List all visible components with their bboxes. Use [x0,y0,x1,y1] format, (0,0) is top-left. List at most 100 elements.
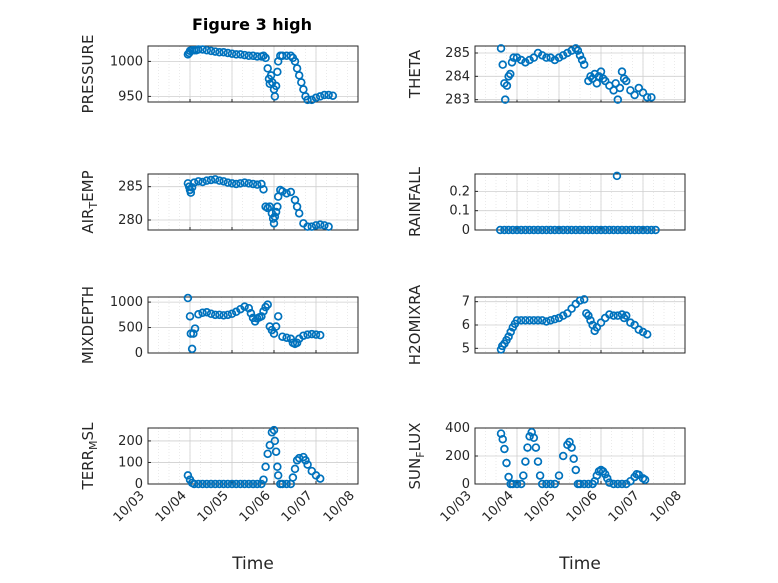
data-point [529,225,539,235]
data-point [550,55,560,65]
data-point [259,185,268,194]
data-point [311,330,321,339]
data-point [185,312,195,321]
data-point [273,312,283,321]
data-point [573,46,583,55]
data-point [202,45,212,55]
data-point [592,471,602,480]
data-point [257,479,266,489]
data-point [227,179,237,188]
y-axis-label: H2OMIXRA [406,284,424,365]
data-point [600,76,610,86]
data-point [286,187,296,197]
data-point [315,474,325,483]
data-point [512,479,522,489]
data-point [600,469,610,479]
data-point [320,90,329,100]
data-point [315,220,325,229]
x-tick-label: 10/07 [606,488,643,525]
data-point [263,64,272,73]
data-point [307,329,317,339]
data-point [592,225,602,235]
data-point [194,310,203,319]
data-point [554,225,564,235]
data-point [307,95,317,105]
data-point [315,92,325,101]
data-point [271,81,281,91]
data-point [183,293,193,303]
data-point [563,309,572,318]
data-point [187,344,197,354]
data-point [244,479,254,489]
x-tick-label: 10/03 [438,488,475,525]
data-point [533,457,543,466]
data-point [215,48,224,57]
data-point [516,55,526,65]
data-point [525,55,534,65]
data-point [546,53,555,62]
figure-title: Figure 3 high [192,15,312,34]
x-tick-label: 10/08 [321,488,358,525]
subplot-2: 283 284 285 THETA [406,44,686,108]
data-point [584,311,593,320]
subplot-5: 0 500 1000 MIXDEPTH [79,286,359,364]
data-point [516,316,526,325]
data-point [183,471,193,480]
data-point [231,179,241,189]
data-point [542,317,551,326]
data-point [605,478,614,487]
data-point [617,67,627,76]
x-axis-label: Time [231,554,274,574]
data-point [558,51,568,60]
data-point [609,311,618,320]
data-point [198,308,207,318]
y-tick-label: 7 [462,295,470,310]
data-point [529,53,539,62]
data-point [307,466,317,476]
data-point [186,188,196,197]
y-tick-label: 0 [135,477,143,492]
data-point [617,479,627,489]
data-point [558,311,568,320]
data-point [259,307,268,316]
data-point [215,176,224,185]
data-point [282,333,291,342]
data-point [190,324,200,333]
data-point [554,471,564,480]
data-point [219,177,228,186]
data-point [531,443,541,452]
data-point [240,302,249,311]
data-point [198,177,207,187]
y-tick-label: 285 [445,46,470,61]
data-point [263,300,272,309]
data-point [592,79,602,88]
data-point [223,479,233,489]
data-point [500,444,509,454]
data-point [594,72,604,81]
data-point [575,225,585,235]
axes-box [474,45,686,103]
y-tick-label: 1000 [110,295,143,310]
data-point [202,308,212,317]
data-point [227,309,237,319]
data-point [537,479,547,489]
data-point [508,479,518,489]
data-point [504,225,513,235]
data-point [273,202,282,211]
data-point [270,436,280,446]
data-point [634,325,644,334]
data-point [525,225,534,235]
data-point [206,309,216,319]
data-point [194,45,203,54]
data-point [273,471,283,480]
subplot-4: 0 0.1 0.2 RAINFALL [406,166,686,238]
data-point [558,225,568,235]
data-point [603,474,612,483]
y-axis-label: RAINFALL [406,166,424,237]
data-point [292,202,302,211]
data-point [567,443,576,452]
data-point [292,64,302,73]
data-point [206,46,216,56]
data-point [588,225,597,235]
y-tick-label: 5 [462,341,470,356]
